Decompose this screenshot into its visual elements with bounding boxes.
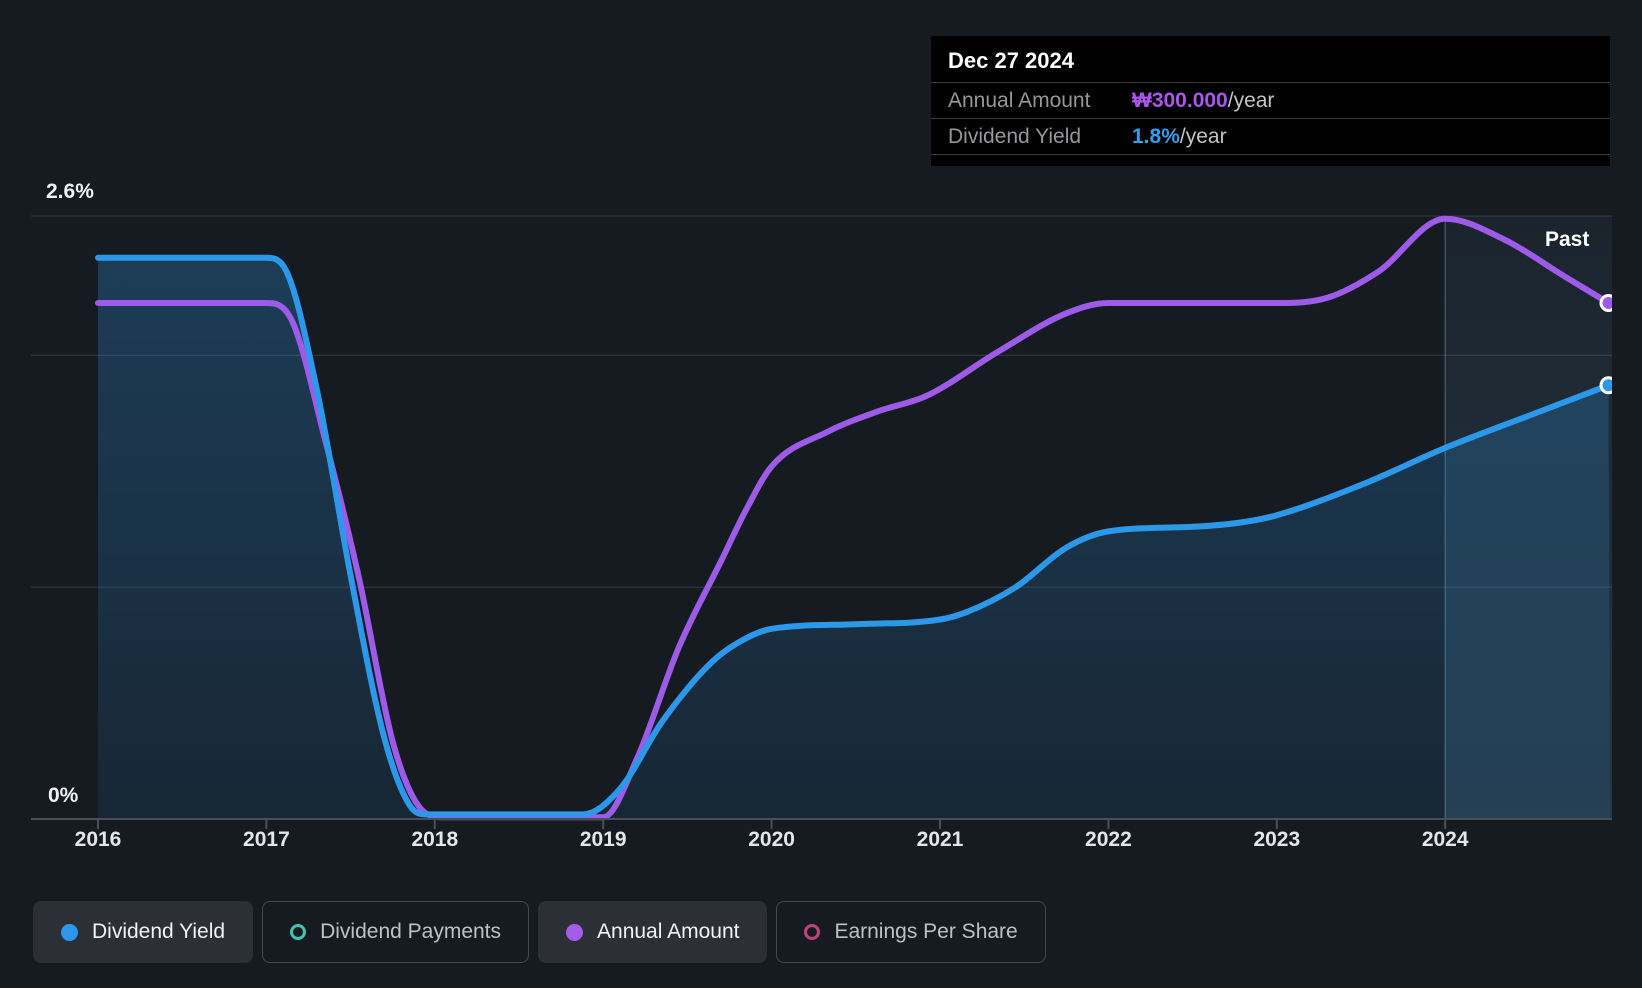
legend-chip-label: Annual Amount [597, 920, 740, 943]
tooltip-row-annual-amount: Annual Amount ₩300.000/year [931, 82, 1610, 118]
legend-chip-label: Dividend Payments [320, 920, 502, 943]
tooltip-row-dividend-yield: Dividend Yield 1.8%/year [931, 118, 1610, 154]
x-tick-label: 2022 [1085, 828, 1132, 851]
tooltip-date: Dec 27 2024 [948, 48, 1074, 73]
annual-amount-endpoint-dot[interactable] [1599, 294, 1616, 312]
tooltip-value: 1.8%/year [1132, 124, 1227, 148]
x-tick-label: 2018 [411, 828, 459, 851]
past-region-label: Past [1545, 228, 1590, 251]
x-tick-label: 2024 [1421, 828, 1469, 851]
x-tick-label: 2019 [579, 828, 627, 851]
x-axis-labels: 2016 2017 2018 2019 2020 2021 2022 2023 2024 [0, 828, 1642, 858]
dividend-yield-area [98, 257, 1610, 819]
legend-chip-earnings-per-share[interactable]: Earnings Per Share [776, 901, 1046, 963]
filled-dot-icon [566, 923, 584, 941]
tooltip-label: Dividend Yield [948, 124, 1082, 148]
y-axis-max-label: 2.6% [46, 180, 94, 203]
x-tick-label: 2020 [748, 828, 795, 851]
ring-icon [804, 924, 821, 940]
chart-tooltip: Dec 27 2024 Annual Amount ₩300.000/year … [931, 36, 1610, 166]
x-tick-label: 2017 [243, 828, 290, 851]
x-tick-label: 2021 [916, 828, 964, 851]
tooltip-value: ₩300.000/year [1132, 88, 1275, 112]
x-tick-label: 2016 [74, 828, 122, 851]
filled-dot-icon [61, 923, 78, 941]
legend-chip-dividend-yield[interactable]: Dividend Yield [33, 901, 254, 963]
ring-icon [290, 924, 307, 940]
tooltip-label: Annual Amount [948, 88, 1091, 112]
legend-chip-label: Dividend Yield [92, 920, 226, 943]
x-tick-label: 2023 [1253, 828, 1301, 851]
annual-amount-line [95, 215, 1612, 821]
legend-chip-label: Earnings Per Share [834, 920, 1018, 943]
legend-chip-annual-amount[interactable]: Annual Amount [538, 901, 768, 963]
dividend-yield-endpoint-dot[interactable] [1599, 376, 1616, 395]
y-axis-zero-label: 0% [48, 784, 79, 807]
dividend-yield-line [95, 254, 1612, 818]
chart-legend: Dividend Yield Dividend Payments Annual Am… [33, 901, 1046, 963]
legend-chip-dividend-payments[interactable]: Dividend Payments [262, 901, 530, 963]
